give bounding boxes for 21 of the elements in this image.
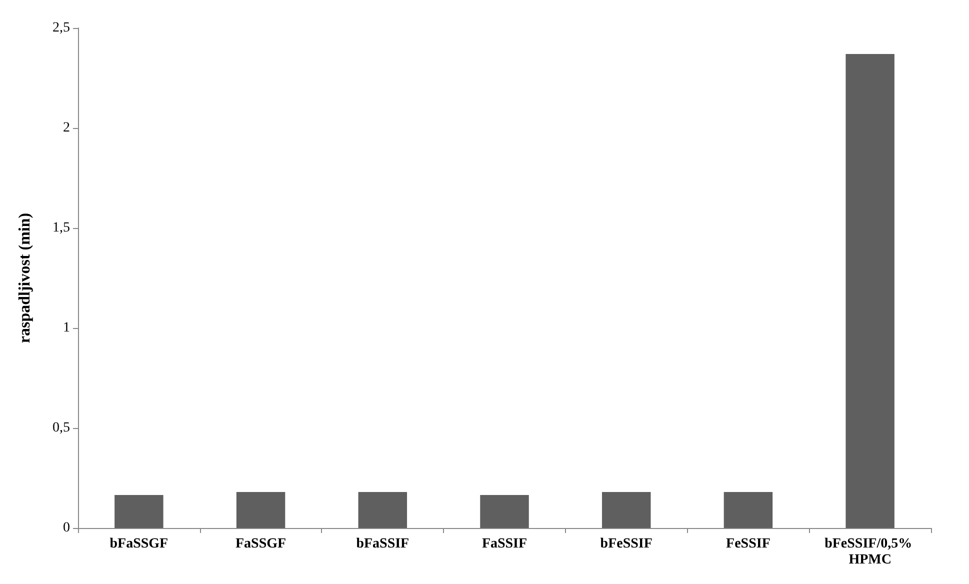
y-tick-label: 2 [63, 120, 70, 136]
y-tick-label: 2,5 [52, 20, 70, 36]
y-tick-label: 1,5 [52, 220, 70, 236]
x-tick-label: bFeSSIF/0,5% HPMC [824, 536, 916, 568]
y-axis-title: raspadljivost (min) [16, 212, 34, 344]
x-tick-label: FaSSIF [482, 536, 528, 552]
x-tick-label: bFaSSGF [110, 536, 168, 552]
y-tick-label: 0 [63, 520, 70, 536]
x-tick-label: bFeSSIF [600, 536, 652, 552]
bar [846, 54, 894, 528]
x-tick-label: FaSSGF [235, 536, 286, 552]
bar [358, 492, 408, 528]
bar [236, 492, 286, 528]
bar [602, 492, 651, 528]
bar [480, 495, 529, 528]
y-tick-label: 1 [63, 320, 70, 336]
bar [724, 492, 773, 528]
bar [114, 495, 164, 528]
x-tick-label: bFaSSIF [356, 536, 410, 552]
y-tick-label: 0,5 [52, 420, 70, 436]
x-tick-label: FeSSIF [726, 536, 770, 552]
